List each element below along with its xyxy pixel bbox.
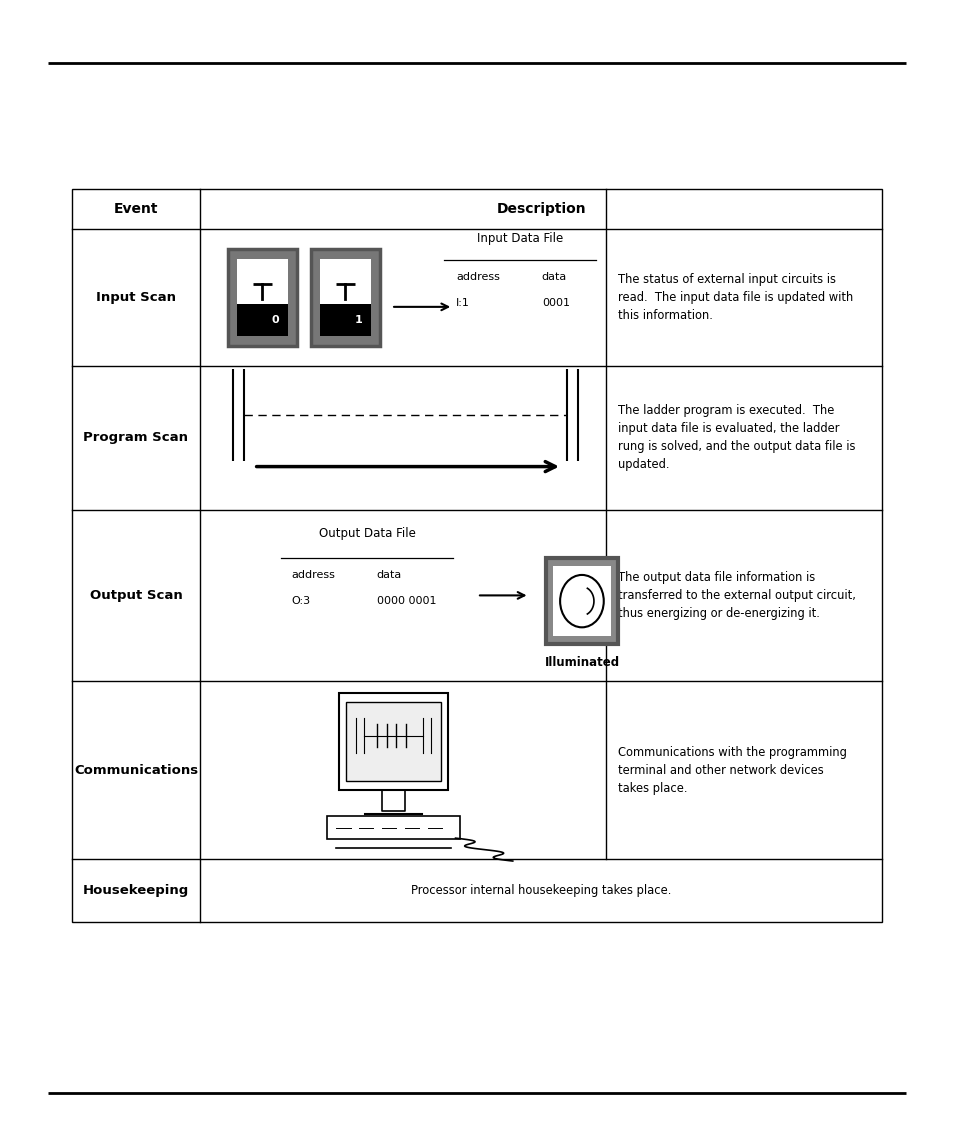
Bar — [553, 566, 611, 637]
Bar — [236, 260, 288, 303]
Text: data: data — [541, 273, 566, 282]
Text: Output Data File: Output Data File — [318, 528, 416, 540]
Text: 0001: 0001 — [541, 299, 569, 308]
Bar — [319, 260, 371, 303]
Bar — [311, 250, 379, 347]
Text: Communications with the programming
terminal and other network devices
takes pla: Communications with the programming term… — [618, 745, 846, 795]
Text: 0: 0 — [272, 315, 278, 325]
Text: I:1: I:1 — [456, 299, 470, 308]
Text: 0000 0001: 0000 0001 — [376, 597, 436, 606]
Text: Program Scan: Program Scan — [83, 432, 189, 444]
Text: O:3: O:3 — [291, 597, 310, 606]
Text: Input Scan: Input Scan — [96, 291, 175, 305]
Bar — [228, 250, 296, 347]
Bar — [346, 702, 440, 781]
Text: 1: 1 — [354, 315, 362, 325]
Text: Input Data File: Input Data File — [476, 232, 562, 245]
Text: Housekeeping: Housekeeping — [83, 884, 189, 897]
Text: Output Scan: Output Scan — [90, 589, 182, 602]
Text: Illuminated: Illuminated — [544, 655, 618, 669]
Text: address: address — [456, 273, 499, 282]
Text: The status of external input circuits is
read.  The input data file is updated w: The status of external input circuits is… — [618, 274, 853, 322]
Text: The output data file information is
transferred to the external output circuit,
: The output data file information is tran… — [618, 571, 855, 619]
Bar — [71, 189, 882, 922]
Text: data: data — [376, 570, 401, 579]
Text: address: address — [291, 570, 335, 579]
Bar — [545, 558, 618, 643]
Bar — [326, 816, 459, 839]
Bar — [319, 303, 371, 337]
Text: Processor internal housekeeping takes place.: Processor internal housekeeping takes pl… — [411, 884, 671, 897]
Bar — [338, 693, 448, 790]
Text: Description: Description — [497, 202, 585, 216]
Text: The ladder program is executed.  The
input data file is evaluated, the ladder
ru: The ladder program is executed. The inpu… — [618, 404, 855, 472]
Text: Communications: Communications — [73, 764, 198, 776]
Text: Event: Event — [113, 202, 158, 216]
Bar — [236, 303, 288, 337]
